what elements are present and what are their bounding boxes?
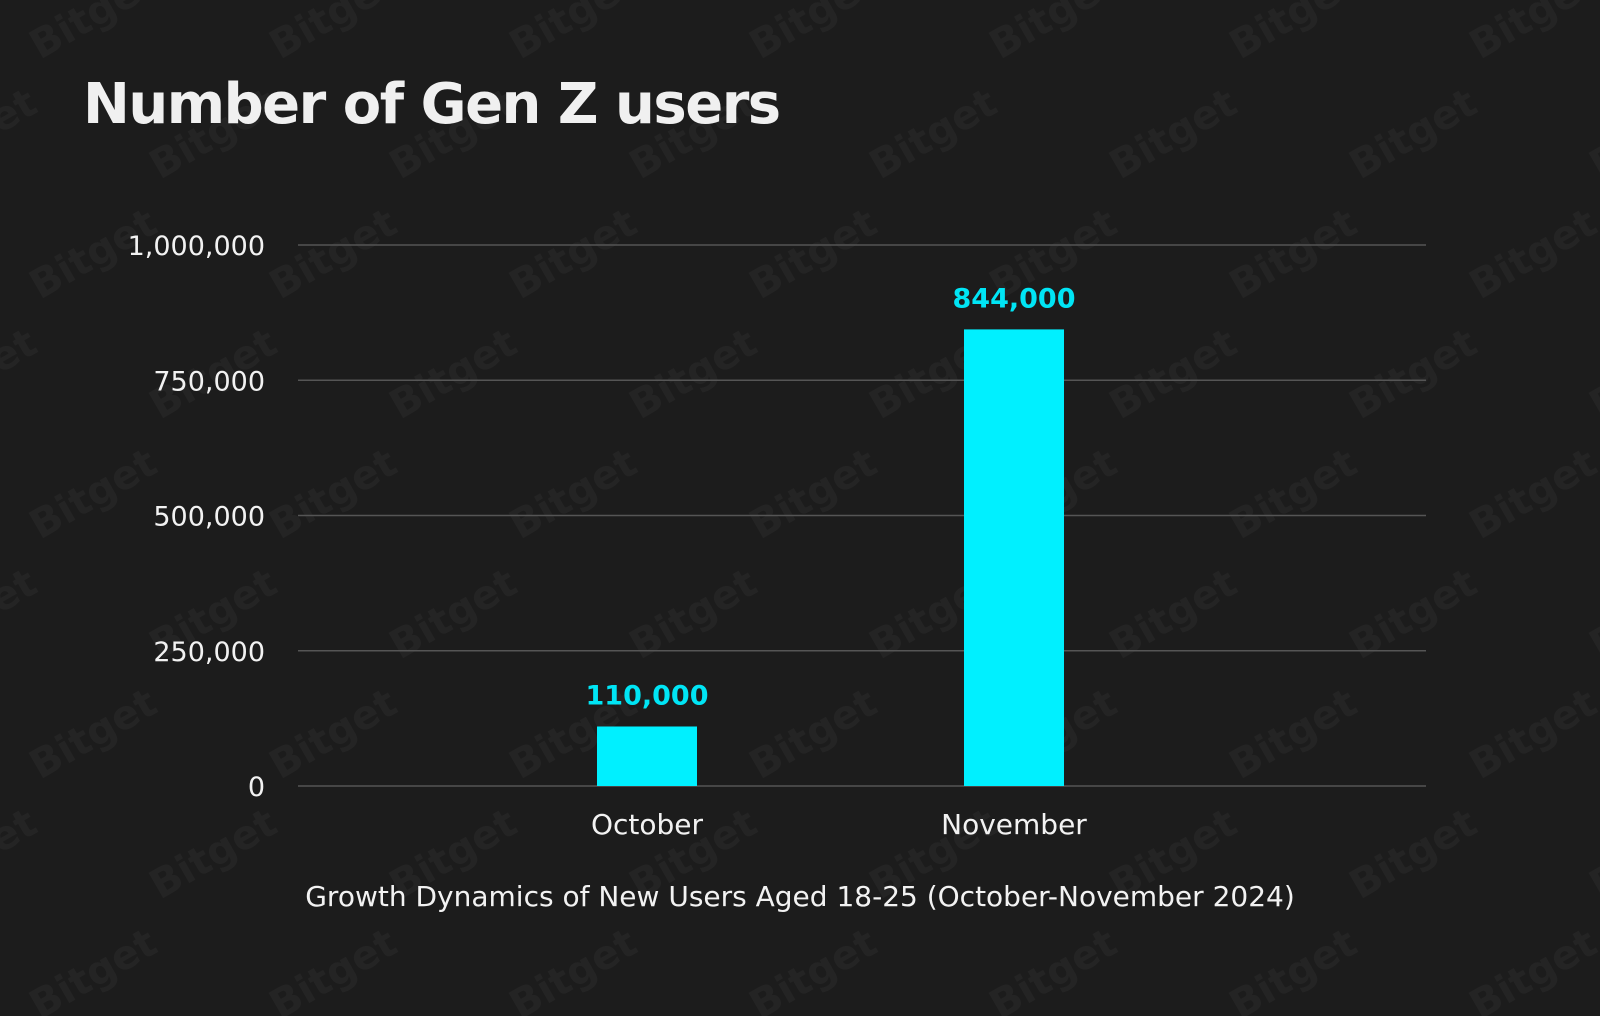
- x-tick-label: November: [941, 808, 1087, 841]
- data-label: 844,000: [953, 283, 1076, 314]
- chart-subtitle: Growth Dynamics of New Users Aged 18-25 …: [305, 880, 1295, 913]
- x-tick-label: October: [591, 808, 704, 841]
- data-label: 110,000: [586, 680, 709, 711]
- bar-october: [597, 726, 697, 786]
- y-tick-label: 1,000,000: [128, 231, 265, 262]
- y-tick-label: 0: [248, 772, 265, 803]
- y-tick-label: 250,000: [153, 637, 265, 668]
- chart-title: Number of Gen Z users: [83, 72, 781, 137]
- y-tick-label: 750,000: [153, 366, 265, 397]
- y-tick-label: 500,000: [153, 502, 265, 533]
- bar-november: [964, 329, 1064, 786]
